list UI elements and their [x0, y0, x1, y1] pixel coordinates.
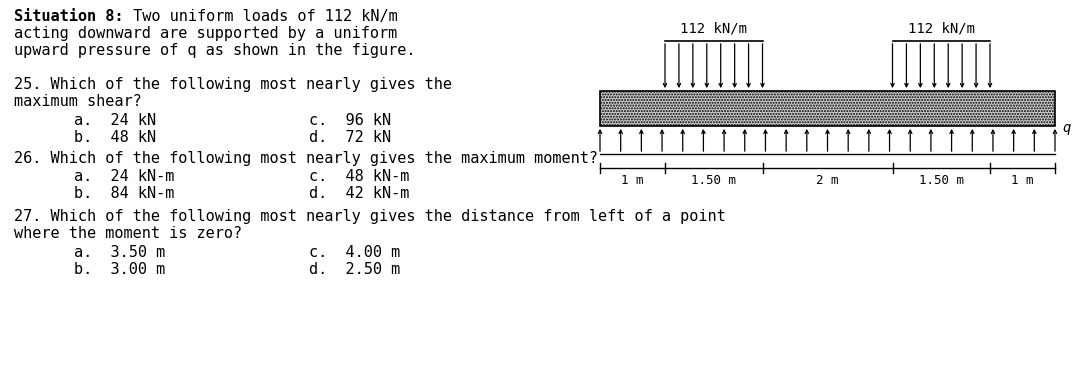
Text: 1 m: 1 m: [1011, 174, 1034, 187]
Text: 1.50 m: 1.50 m: [919, 174, 963, 187]
Text: c.  4.00 m: c. 4.00 m: [309, 245, 401, 260]
Text: 1.50 m: 1.50 m: [691, 174, 737, 187]
Text: acting downward are supported by a uniform: acting downward are supported by a unifo…: [14, 26, 397, 41]
Text: d.  42 kN-m: d. 42 kN-m: [309, 186, 409, 201]
Bar: [600, 91, 1055, 126]
Text: 2 m: 2 m: [816, 174, 839, 187]
Text: a.  24 kN-m: a. 24 kN-m: [75, 169, 174, 184]
Text: 27. Which of the following most nearly gives the distance from left of a point: 27. Which of the following most nearly g…: [14, 209, 726, 224]
Text: d.  72 kN: d. 72 kN: [309, 130, 391, 145]
Text: c.  48 kN-m: c. 48 kN-m: [309, 169, 409, 184]
Text: where the moment is zero?: where the moment is zero?: [14, 226, 242, 241]
Text: 112 kN/m: 112 kN/m: [680, 21, 747, 35]
Text: 26. Which of the following most nearly gives the maximum moment?: 26. Which of the following most nearly g…: [14, 151, 598, 166]
Text: 1 m: 1 m: [621, 174, 644, 187]
Text: 25. Which of the following most nearly gives the: 25. Which of the following most nearly g…: [14, 77, 453, 92]
Text: Situation 8:: Situation 8:: [14, 9, 123, 24]
Text: q: q: [1062, 121, 1070, 135]
Text: Two uniform loads of 112 kN/m: Two uniform loads of 112 kN/m: [124, 9, 397, 24]
Text: a.  3.50 m: a. 3.50 m: [75, 245, 165, 260]
Text: b.  84 kN-m: b. 84 kN-m: [75, 186, 174, 201]
Text: 112 kN/m: 112 kN/m: [908, 21, 975, 35]
Text: maximum shear?: maximum shear?: [14, 94, 141, 109]
Text: c.  96 kN: c. 96 kN: [309, 113, 391, 128]
Text: upward pressure of q as shown in the figure.: upward pressure of q as shown in the fig…: [14, 43, 416, 58]
Text: d.  2.50 m: d. 2.50 m: [309, 262, 401, 277]
Text: b.  3.00 m: b. 3.00 m: [75, 262, 165, 277]
Text: a.  24 kN: a. 24 kN: [75, 113, 157, 128]
Text: b.  48 kN: b. 48 kN: [75, 130, 157, 145]
